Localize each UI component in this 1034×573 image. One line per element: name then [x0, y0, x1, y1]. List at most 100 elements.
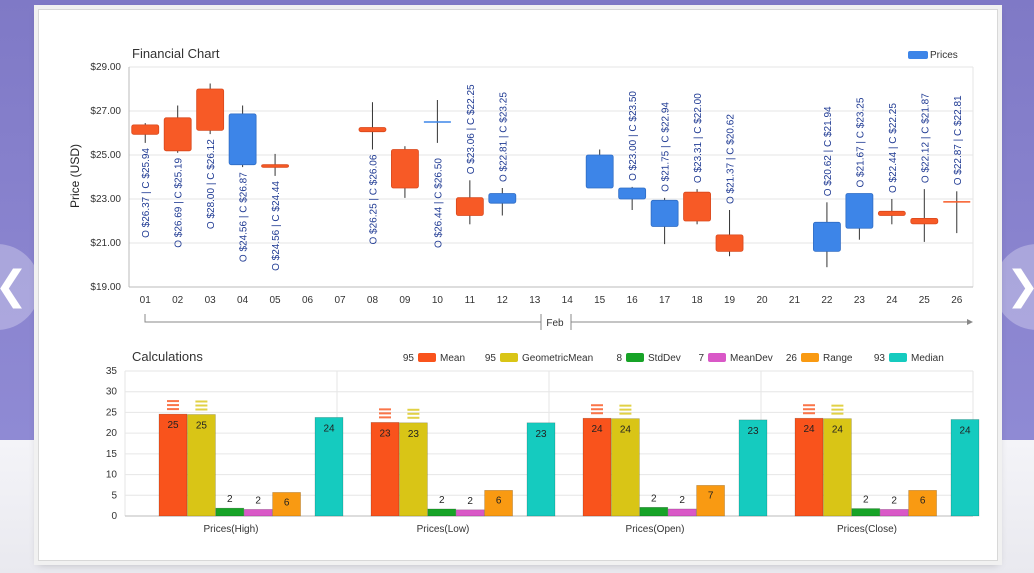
bar-value-label: 2: [679, 495, 685, 506]
bar-stddev: [639, 506, 669, 517]
financial-x-tick-label: 08: [367, 295, 379, 306]
bar-value-label: 24: [803, 424, 815, 435]
legend-value-stddev: 8: [616, 353, 622, 364]
financial-x-tick-label: 14: [562, 295, 574, 306]
legend-label-median: Median: [911, 353, 944, 364]
bar-marker-mean: [167, 400, 179, 403]
candle-data-label: O $21.37 | C $20.62: [726, 114, 737, 204]
bar-value-label: 6: [284, 497, 290, 508]
financial-legend[interactable]: Prices: [908, 50, 958, 61]
candle-body: [261, 164, 289, 168]
bar-value-label: 24: [591, 424, 603, 435]
bar-value-label: 24: [323, 423, 335, 434]
calculations-category-label: Prices(High): [203, 524, 258, 535]
bar-marker-mean: [379, 416, 391, 419]
bar-marker-geometricmean: [619, 404, 632, 407]
calculations-x-axis: Prices(High) Prices(Low) Prices(Open) Price…: [203, 524, 897, 535]
bar-meandev: [455, 509, 485, 517]
financial-x-tick-label: 15: [594, 295, 606, 306]
financial-x-tick-label: 04: [237, 295, 249, 306]
bar-value-label: 2: [891, 495, 897, 506]
candle-body: [910, 217, 939, 225]
financial-candles: [131, 83, 971, 268]
candle-data-label: O $26.25 | C $26.06: [368, 154, 379, 244]
legend-label-range: Range: [823, 353, 853, 364]
financial-x-tick-label: 22: [821, 295, 833, 306]
calculations-y-tick-label: 5: [111, 490, 117, 501]
bar-meandev: [879, 509, 909, 517]
calculations-y-tick-label: 35: [106, 366, 118, 377]
legend-swatch-prices: [908, 51, 928, 59]
candle-body: [715, 234, 744, 252]
financial-x-tick-label: 23: [854, 295, 866, 306]
calculations-y-tick-label: 25: [106, 407, 118, 418]
legend-label-geometricmean: GeometricMean: [522, 353, 593, 364]
financial-x-tick-label: 03: [205, 295, 217, 306]
bar-marker-geometricmean: [831, 412, 844, 415]
bar-value-label: 25: [196, 421, 208, 432]
candle-body: [488, 193, 517, 204]
financial-x-tick-label: 13: [529, 295, 541, 306]
bar-geometricmean: [823, 418, 852, 517]
bar-meandev: [667, 508, 697, 517]
candle-body: [163, 117, 192, 152]
calculations-y-axis: 0 5 10 15 20 25 30 35: [106, 366, 118, 522]
bar-marker-mean: [379, 412, 391, 415]
bar-mean: [582, 417, 612, 517]
bar-range: [272, 492, 301, 517]
bar-value-label: 24: [959, 425, 971, 436]
range-period-label: Feb: [546, 318, 564, 329]
financial-x-tick-label: 18: [692, 295, 704, 306]
bar-marker-geometricmean: [407, 408, 420, 411]
calculations-category-label: Prices(Open): [626, 524, 685, 535]
bar-value-label: 2: [439, 495, 445, 506]
calculations-legend[interactable]: 95 Mean 95 GeometricMean 8 StdDev 7 MeanDev 26 Ra…: [403, 353, 944, 364]
financial-x-tick-label: 11: [465, 295, 476, 306]
candle-data-label: O $22.44 | C $22.25: [888, 103, 899, 193]
bar-marker-mean: [379, 408, 391, 411]
candle-body: [131, 124, 160, 135]
legend-label-prices: Prices: [930, 50, 958, 61]
bar-marker-geometricmean: [195, 408, 208, 411]
bar-marker-mean: [803, 404, 815, 407]
bar-marker-geometricmean: [407, 416, 420, 419]
candle-data-label: O $21.75 | C $22.94: [661, 102, 672, 192]
legend-label-stddev: StdDev: [648, 353, 681, 364]
bar-marker-mean: [591, 408, 603, 411]
calculations-y-tick-label: 0: [111, 511, 117, 522]
bar-value-label: 23: [408, 429, 420, 440]
bar-mean: [370, 422, 400, 517]
financial-x-tick-label: 26: [951, 295, 963, 306]
bar-value-label: 2: [863, 495, 869, 506]
bar-geometricmean: [399, 422, 428, 517]
candle-data-label: O $22.81 | C $23.25: [498, 92, 509, 182]
bar-value-label: 6: [496, 495, 502, 506]
candle-data-label: O $23.00 | C $23.50: [628, 91, 639, 181]
bar-stddev: [215, 507, 245, 517]
calculations-category-label: Prices(Close): [837, 524, 897, 535]
bar-value-label: 2: [651, 493, 657, 504]
bar-value-label: 6: [920, 495, 926, 506]
financial-y-tick-label: $27.00: [90, 106, 121, 117]
financial-gridlines: [128, 66, 974, 288]
bar-value-label: 7: [708, 490, 714, 501]
range-line-left: [144, 314, 541, 323]
financial-x-tick-label: 07: [334, 295, 346, 306]
financial-x-tick-label: 25: [919, 295, 931, 306]
charts-canvas: Financial Chart Price (USD) Prices $19.0…: [68, 46, 980, 535]
bar-marker-geometricmean: [619, 408, 632, 411]
range-selector[interactable]: Feb: [144, 314, 973, 330]
bar-range: [484, 490, 513, 517]
bar-value-label: 24: [832, 425, 844, 436]
financial-x-tick-label: 02: [172, 295, 184, 306]
bar-value-label: 23: [379, 428, 391, 439]
calculations-y-tick-label: 10: [106, 470, 118, 481]
candle-data-label: O $26.44 | C $26.50: [433, 158, 444, 248]
bar-range: [908, 490, 937, 517]
candle-data-label: O $21.67 | C $23.25: [855, 97, 866, 187]
financial-x-tick-label: 01: [140, 295, 152, 306]
candle-body: [683, 191, 711, 222]
financial-y-tick-label: $23.00: [90, 194, 121, 205]
calculations-chart-title: Calculations: [132, 349, 203, 364]
bar-meandev: [243, 509, 273, 517]
